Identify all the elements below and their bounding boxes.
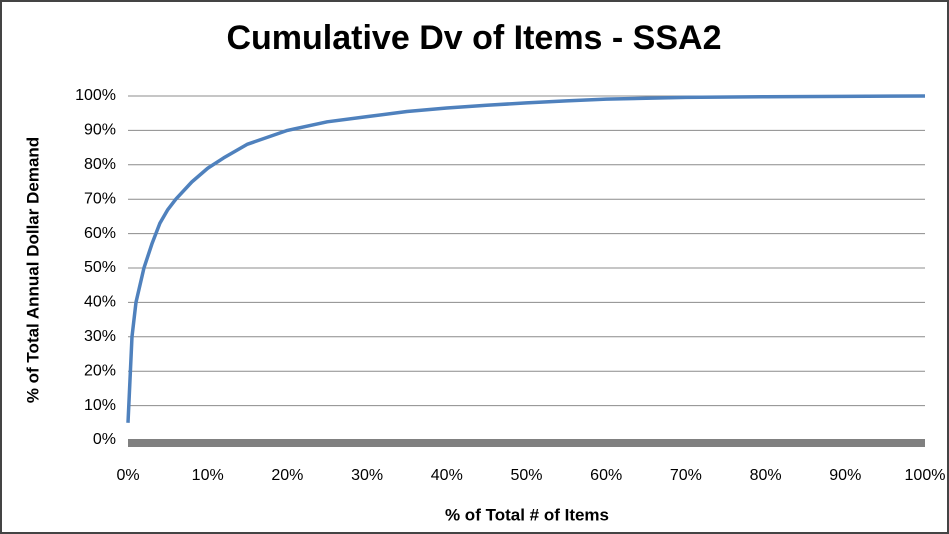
y-tick-label: 10% — [84, 397, 116, 414]
y-axis-label: % of Total Annual Dollar Demand — [23, 137, 42, 403]
x-tick-label: 0% — [116, 467, 139, 484]
chart-title: Cumulative Dv of Items - SSA2 — [226, 19, 721, 57]
x-tick-label: 50% — [510, 467, 542, 484]
x-tick-label: 80% — [750, 467, 782, 484]
x-tick-label: 60% — [590, 467, 622, 484]
x-tick-label: 100% — [905, 467, 946, 484]
y-tick-label: 100% — [75, 87, 116, 104]
x-tick-label: 20% — [271, 467, 303, 484]
y-tick-label: 20% — [84, 362, 116, 379]
y-tick-label: 70% — [84, 190, 116, 207]
y-tick-label: 80% — [84, 156, 116, 173]
y-tick-label: 40% — [84, 294, 116, 311]
y-tick-label: 0% — [93, 431, 116, 448]
y-tick-label: 90% — [84, 122, 116, 139]
x-tick-label: 10% — [192, 467, 224, 484]
x-tick-label: 40% — [431, 467, 463, 484]
x-tick-label: 70% — [670, 467, 702, 484]
data-line — [126, 94, 926, 423]
x-tick-label: 30% — [351, 467, 383, 484]
y-tick-label: 50% — [84, 259, 116, 276]
y-tick-label: 30% — [84, 328, 116, 345]
x-tick-label: 90% — [829, 467, 861, 484]
x-axis-label: % of Total # of Items — [445, 505, 609, 524]
y-tick-label: 60% — [84, 225, 116, 242]
